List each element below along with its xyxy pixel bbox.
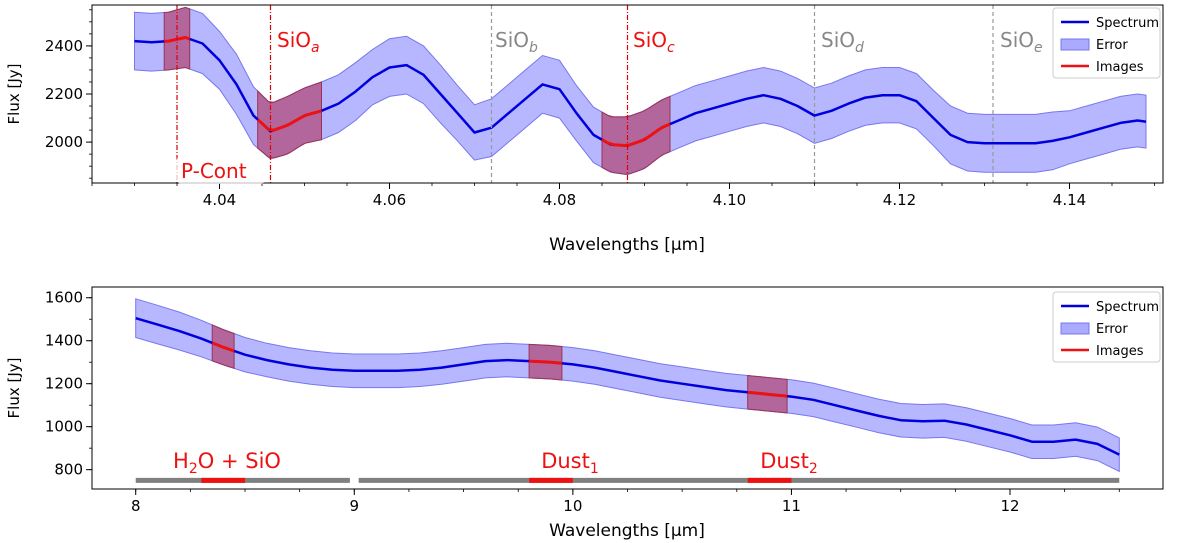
- legend-error-swatch: [1060, 38, 1090, 51]
- bottom-y-tick-label: 1400: [45, 332, 83, 350]
- top-legend-spectrum: Spectrum: [1096, 16, 1159, 31]
- top-legend-images: Images: [1096, 60, 1144, 75]
- sio-a-label: SiOa: [277, 28, 320, 56]
- bottom-x-tick-label: 9: [350, 497, 360, 515]
- bottom-image-segment: [211, 341, 235, 353]
- sio-c-label: SiOc: [633, 28, 675, 56]
- top-legend: Spectrum Error Images: [1052, 7, 1161, 79]
- sio-b-label: SiOb: [495, 28, 538, 56]
- bottom-y-tick-label: 800: [54, 461, 83, 479]
- bottom-panel: 8 9 10 11 12 800 1000 1200 1400 1600 Wavelengths …: [5, 286, 1164, 541]
- bottom-legend: Spectrum Error Images: [1052, 291, 1161, 363]
- dust1-label: Dust1: [541, 449, 599, 477]
- sio-e-label: SiOe: [1000, 28, 1043, 56]
- top-image-segment: [256, 109, 322, 132]
- top-y-axis-label: Flux [Jy]: [5, 64, 23, 125]
- bottom-x-axis-label: Wavelengths [µm]: [549, 521, 705, 541]
- bottom-legend-error: Error: [1096, 322, 1128, 337]
- bottom-image-segment: [747, 390, 788, 398]
- top-x-tick-label: 4.14: [1053, 191, 1086, 209]
- top-image-band: [257, 81, 322, 159]
- top-x-tick-label: 4.12: [883, 191, 916, 209]
- h2o-sio-label: H2O + SiO: [173, 449, 281, 477]
- top-error-band: [134, 6, 1147, 176]
- top-image-segment: [601, 122, 671, 148]
- top-x-tick-label: 4.04: [203, 191, 236, 209]
- bottom-legend-spectrum: Spectrum: [1096, 300, 1159, 315]
- top-image-band: [601, 95, 671, 175]
- top-x-tick-label: 4.06: [373, 191, 406, 209]
- bottom-spectrum-line: [135, 317, 1120, 456]
- bottom-y-tick-label: 1200: [45, 375, 83, 393]
- bottom-y-tick-label: 1600: [45, 289, 83, 307]
- top-y-tick-label: 2200: [45, 85, 83, 103]
- dust2-label: Dust2: [760, 449, 818, 477]
- top-x-tick-label: 4.08: [543, 191, 576, 209]
- bottom-x-tick-label: 12: [1000, 497, 1019, 515]
- top-y-tick-label: 2400: [45, 37, 83, 55]
- bottom-error-band: [135, 298, 1120, 473]
- sio-d-label: SiOd: [821, 28, 864, 56]
- top-x-axis-label: Wavelengths [µm]: [549, 235, 705, 255]
- bottom-y-tick-label: 1000: [45, 418, 83, 436]
- bottom-image-segment: [528, 359, 563, 365]
- bottom-x-tick-label: 8: [131, 497, 141, 515]
- p-cont-box: [176, 156, 266, 184]
- top-y-tick-label: 2000: [45, 133, 83, 151]
- top-x-tick-label: 4.10: [713, 191, 746, 209]
- legend-error-swatch: [1060, 322, 1090, 335]
- bottom-legend-images: Images: [1096, 344, 1144, 359]
- top-legend-error: Error: [1096, 38, 1128, 53]
- bottom-x-tick-label: 10: [563, 497, 582, 515]
- bottom-y-axis-label: Flux [Jy]: [5, 358, 23, 419]
- bottom-x-tick-label: 11: [782, 497, 801, 515]
- top-panel: 4.04 4.06 4.08 4.10 4.12 4.14 2000 2200 2400 Wav…: [5, 4, 1164, 255]
- p-cont-label: P-Cont: [181, 159, 247, 183]
